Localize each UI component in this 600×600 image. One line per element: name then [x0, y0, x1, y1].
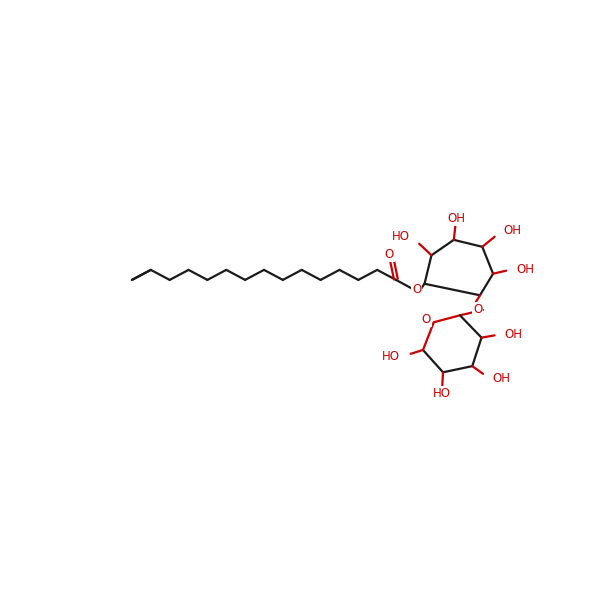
Text: OH: OH: [505, 328, 523, 341]
Text: O: O: [385, 248, 394, 261]
Text: OH: OH: [493, 372, 510, 385]
Text: OH: OH: [503, 224, 521, 237]
Text: OH: OH: [516, 263, 534, 277]
Text: O: O: [421, 313, 431, 326]
Text: HO: HO: [392, 230, 410, 243]
Text: O: O: [473, 302, 482, 316]
Text: HO: HO: [433, 388, 451, 400]
Text: OH: OH: [447, 212, 465, 225]
Text: HO: HO: [382, 350, 400, 364]
Text: O: O: [412, 283, 421, 296]
